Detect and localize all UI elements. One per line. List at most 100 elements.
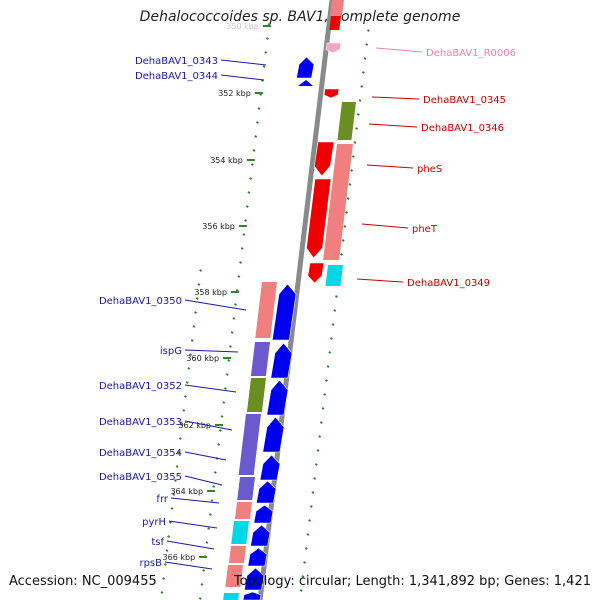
scale-tick-label: 350 kbp (226, 22, 259, 31)
cds-arrow (243, 567, 265, 591)
ring-dot (223, 387, 227, 390)
gene-label-plus: pheT (412, 224, 438, 235)
scale-tick-label: 354 kbp (210, 156, 243, 165)
gene-label-minus: DehaBAV1_0355 (99, 472, 182, 483)
ring-dot (235, 289, 239, 292)
ring-dot (198, 597, 202, 600)
ring-dot (318, 435, 322, 438)
cog-block (231, 521, 249, 544)
ring-dot (259, 93, 263, 96)
cog-block (237, 477, 255, 500)
scale-ticks: 350 kbp 352 kbp 354 kbp 356 kbp 358 kbp 360 k… (163, 22, 271, 562)
ring-dot (313, 477, 317, 480)
ring-dot (340, 253, 343, 256)
ring-dot (230, 331, 234, 334)
cog-block (228, 546, 246, 563)
gene-leader-line (368, 123, 418, 128)
cds-arrow (250, 524, 271, 547)
ring-dot (208, 513, 212, 516)
cog-block (246, 378, 266, 412)
ring-dot (304, 547, 308, 550)
ring-dot (172, 493, 176, 496)
inner-ring (160, 269, 203, 594)
gene-leader-line (184, 299, 247, 311)
ring-dot (309, 505, 313, 508)
genome-summary-text: Topology: circular; Length: 1,341,892 bp… (233, 574, 591, 589)
ring-dot (360, 85, 364, 88)
ring-dot (345, 211, 349, 214)
ring-dot (200, 583, 204, 586)
cds-arrow (253, 504, 274, 524)
cog-block (223, 593, 239, 600)
label-layer: 350 kbp 352 kbp 354 kbp 356 kbp 358 kbp 360 k… (99, 22, 516, 570)
cds-arrow (255, 480, 277, 504)
scale-tick-label: 362 kbp (178, 421, 211, 430)
ring-dot (361, 71, 365, 74)
ring-dot (329, 337, 333, 340)
gene-leader-line (375, 47, 423, 53)
cds-arrow (314, 141, 335, 177)
cds-arrow (329, 16, 341, 30)
ring-dot (217, 443, 221, 446)
ring-dot (303, 561, 307, 564)
ring-dot (229, 345, 232, 348)
ring-dot (265, 37, 269, 40)
ring-dot (184, 395, 187, 398)
cog-block (234, 502, 252, 519)
gene-label-minus: rpsB (139, 558, 162, 569)
gene-leader-line (184, 475, 223, 486)
ring-dot (343, 225, 347, 228)
ring-dot (346, 197, 350, 200)
ring-dot (232, 317, 236, 320)
ring-dot (178, 437, 182, 440)
ring-dot (355, 127, 359, 130)
ring-dot (207, 527, 211, 530)
ring-dot (189, 353, 192, 356)
ring-dot (363, 57, 367, 60)
ring-dot (167, 535, 171, 538)
cds-arrow (270, 342, 293, 379)
ring-dot (321, 407, 325, 410)
ring-dot (366, 29, 370, 32)
ring-dot (323, 393, 327, 396)
cds-arrow (266, 379, 289, 416)
gene-label-plus: DehaBAV1_R0006 (426, 48, 516, 59)
ring-dot (254, 135, 258, 138)
cds-arrow (296, 56, 315, 79)
ring-dot (220, 415, 224, 418)
ring-dot (180, 423, 184, 426)
gene-label-minus: DehaBAV1_0353 (99, 417, 182, 428)
ring-dot (245, 205, 249, 208)
scale-tick-label: 358 kbp (194, 288, 227, 297)
ring-dot (197, 283, 201, 286)
ring-dot (244, 219, 248, 222)
ring-dot (328, 351, 332, 354)
gene-leader-line (168, 520, 218, 529)
ring-dot (311, 491, 315, 494)
ring-dot (175, 465, 179, 468)
cog-block (238, 414, 261, 475)
ring-dot (170, 507, 174, 510)
gene-leader-line (356, 278, 404, 283)
gene-leader-line (184, 349, 239, 353)
ring-dot (177, 451, 181, 454)
ring-dot (165, 549, 169, 552)
ring-dot (264, 51, 268, 54)
scale-tick-label: 356 kbp (202, 222, 235, 231)
gene-leader-line (184, 384, 237, 393)
ring-dot (250, 163, 254, 166)
cds-arrow (247, 547, 268, 567)
ring-dot (195, 297, 199, 300)
gene-label-plus: pheS (417, 164, 442, 175)
scale-tick-label: 352 kbp (218, 89, 251, 98)
cds-arrow (306, 178, 332, 259)
outer-ring (299, 29, 370, 592)
cds-arrow (307, 262, 325, 284)
gene-label-minus: DehaBAV1_0352 (99, 381, 182, 392)
gene-leader-line (170, 497, 220, 504)
accession-text: Accession: NC_009455 (9, 574, 157, 589)
ring-dot (326, 365, 330, 368)
cog-block (255, 282, 277, 338)
scale-ring (198, 23, 271, 600)
